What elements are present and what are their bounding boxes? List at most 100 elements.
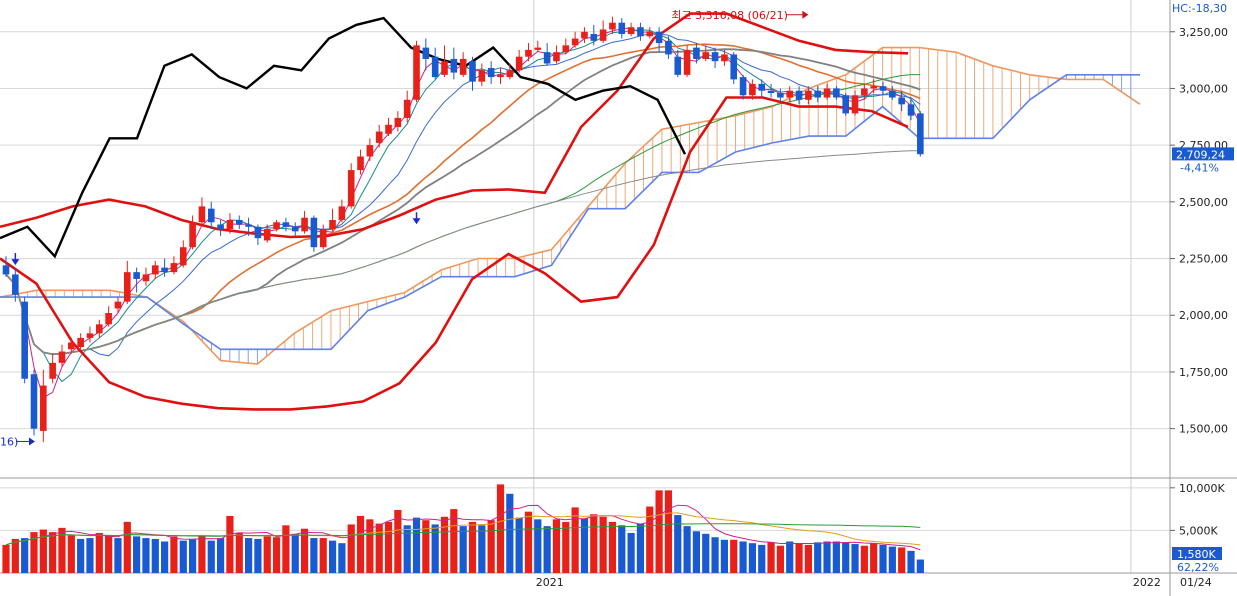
candle-body (674, 56, 682, 75)
candle-body (375, 131, 383, 143)
volume-bar (599, 516, 607, 573)
candle-body (525, 49, 532, 57)
volume-bar (310, 538, 318, 573)
candle-body (282, 222, 290, 227)
volume-bar (114, 538, 122, 573)
volume-bar (916, 559, 924, 573)
volume-bar (207, 540, 215, 573)
candle-body (68, 342, 75, 350)
candle-body (86, 333, 94, 338)
volume-bar (291, 533, 299, 573)
volume-bar (67, 535, 75, 573)
candle-body (450, 58, 458, 73)
volume-bar (702, 533, 710, 573)
candle-body (655, 31, 663, 44)
candle-body (142, 274, 150, 282)
volume-bar (879, 544, 887, 573)
candle-body (571, 38, 579, 46)
volume-bar (823, 541, 831, 573)
volume-bar (328, 540, 337, 573)
volume-bar (655, 490, 663, 573)
candle-body (702, 52, 710, 59)
volume-bar (720, 539, 729, 573)
volume-bar (739, 541, 747, 573)
current-volume-ratio: 62,22% (1177, 561, 1219, 574)
candle-body (151, 265, 159, 275)
volume-bar (776, 545, 784, 573)
volume-bar (356, 515, 365, 573)
candle-body (599, 29, 607, 41)
candle-body (581, 31, 588, 39)
volume-bar (646, 506, 654, 573)
lagging-span (0, 16, 687, 259)
candle-body (273, 222, 280, 230)
volume-bar (412, 517, 421, 573)
signal-arrow-head (412, 218, 421, 225)
candle-body (506, 70, 514, 78)
candle-body (2, 265, 10, 275)
price-tick-label: 1,750,00 (1179, 366, 1228, 379)
volume-bar (898, 547, 906, 573)
volume-bar (198, 536, 206, 573)
volume-bar (627, 532, 635, 573)
volume-bar (870, 543, 878, 573)
volume-bar (478, 525, 486, 573)
price-tick-label: 1,500,00 (1179, 423, 1228, 436)
volume-tick-label: 5,000K (1179, 524, 1218, 537)
candle-body (413, 45, 420, 100)
candle-body (58, 351, 66, 363)
volume-bar (907, 550, 915, 573)
candle-body (861, 88, 868, 96)
candle-body (441, 61, 448, 75)
candle-body (870, 86, 877, 89)
candle-body (683, 49, 691, 75)
candle-body (795, 90, 803, 100)
candle-body (646, 31, 654, 37)
price-tick-label: 2,000,00 (1179, 309, 1228, 322)
volume-bar (366, 519, 374, 573)
candle-body (366, 145, 374, 157)
volume-bar (431, 524, 439, 573)
header-readout: HC:-18,30 (1172, 2, 1227, 15)
candle-body (226, 219, 234, 230)
candle-body (77, 337, 84, 347)
volume-bar (758, 544, 766, 573)
candle-body (422, 47, 430, 59)
candle-body (161, 267, 168, 273)
candle-body (777, 92, 784, 98)
current-price-label: 2,709,24 (1176, 148, 1225, 161)
candle-body (590, 34, 598, 41)
candle-body (385, 124, 392, 134)
candle-body (301, 217, 308, 232)
volume-bar (459, 526, 467, 573)
candle-body (814, 90, 822, 98)
volume-bar (683, 526, 691, 573)
candle-body (478, 70, 486, 82)
volume-bar (450, 509, 458, 573)
price-tick-label: 2,250,00 (1179, 253, 1228, 266)
candle-body (553, 52, 560, 62)
moving-average-120 (5, 150, 921, 355)
volume-bar (496, 484, 505, 573)
low-annotation-arrowhead (29, 437, 35, 446)
candle-body (898, 97, 905, 105)
candle-body (133, 272, 140, 279)
candle-body (711, 52, 719, 62)
candle-body (319, 229, 327, 248)
high-annotation-label: 최고 3,316,08 (06/21) (671, 9, 788, 22)
volume-bar (272, 537, 281, 573)
volume-bar (123, 521, 131, 573)
candle-body (431, 56, 439, 78)
candle-body (786, 90, 794, 98)
axes: 3,250,003,000,002,750,002,500,002,250,00… (536, 2, 1234, 589)
volume-bar (170, 536, 178, 573)
candle-body (179, 247, 187, 266)
candle-body (739, 77, 747, 96)
moving-average-10 (5, 33, 921, 357)
candle-body (105, 312, 112, 325)
candle-body (403, 99, 411, 118)
candle-body (21, 301, 28, 379)
current-price-box (1172, 147, 1234, 161)
volume-bar (375, 523, 383, 573)
candle-body (198, 206, 206, 223)
